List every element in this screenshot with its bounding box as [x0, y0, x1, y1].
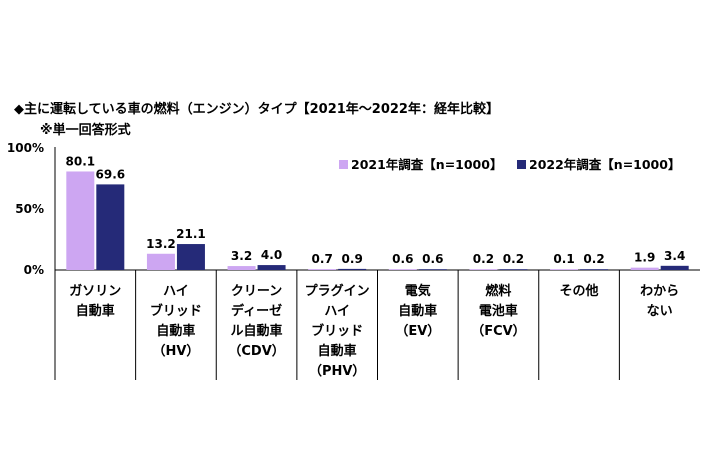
bar-s1-c1 [176, 244, 205, 270]
data-label-s1-c6: 0.2 [583, 252, 604, 266]
bar-s0-c2 [227, 266, 256, 270]
legend: 2021年調査【n=1000】 2022年調査【n=1000】 [339, 157, 680, 172]
data-label-s1-c2: 4.0 [261, 248, 282, 262]
data-labels-layer: 80.169.6 13.221.1 3.2 4.0 0.7 0.9 0.6 0.6 0.2 0.2… [66, 154, 686, 266]
bar-s1-c2 [257, 265, 286, 270]
data-label-s0-c5: 0.2 [473, 252, 494, 266]
bars-layer [66, 171, 689, 270]
data-label-s0-c4: 0.6 [392, 252, 413, 266]
bar-s1-c5 [499, 269, 528, 270]
bar-s1-c6 [580, 269, 609, 270]
data-label-s0-c1: 13.2 [146, 237, 176, 251]
bar-s1-c7 [660, 265, 689, 270]
category-label-5: 燃料電池車（FCV） [471, 283, 525, 339]
category-label-7: わからない [640, 284, 679, 319]
category-label-2: クリーンディーゼル自動車（CDV） [228, 284, 284, 359]
legend-swatch-2022 [517, 160, 526, 169]
bar-s1-c4 [418, 269, 447, 270]
y-tick-0: 0% [24, 263, 44, 277]
bar-s0-c7 [630, 267, 659, 270]
y-tick-100: 100% [7, 141, 44, 155]
legend-label-2022: 2022年調査【n=1000】 [529, 157, 680, 172]
chart-title: ◆主に運転している車の燃料（エンジン）タイプ【2021年～2022年：経年比較】 [14, 101, 499, 117]
bar-s0-c4 [388, 269, 417, 270]
chart-subtitle: ※単一回答形式 [40, 122, 131, 138]
category-label-0: ガソリン自動車 [69, 284, 121, 319]
bar-s0-c5 [469, 269, 498, 270]
category-label-4: 電気自動車（EV） [395, 283, 440, 339]
data-label-s0-c7: 1.9 [634, 251, 655, 265]
bar-s0-c3 [308, 269, 337, 270]
data-label-s0-c2: 3.2 [231, 249, 252, 263]
data-label-s1-c7: 3.4 [664, 249, 685, 263]
bar-s0-c1 [146, 253, 175, 270]
data-label-s0-c0: 80.1 [66, 154, 96, 168]
data-label-s1-c0: 69.6 [96, 167, 126, 181]
data-label-s1-c1: 21.1 [176, 227, 206, 241]
bar-s1-c0 [96, 184, 125, 270]
data-label-s1-c5: 0.2 [503, 252, 524, 266]
y-tick-50: 50% [15, 202, 44, 216]
data-label-s1-c4: 0.6 [422, 252, 443, 266]
category-label-6: その他 [560, 283, 599, 299]
legend-swatch-2021 [339, 160, 348, 169]
bar-s1-c3 [338, 268, 367, 270]
data-label-s1-c3: 0.9 [342, 252, 363, 266]
bar-s0-c0 [66, 171, 95, 270]
category-label-1: ハイブリッド自動車（HV） [150, 284, 202, 359]
data-label-s0-c6: 0.1 [553, 252, 574, 266]
legend-label-2021: 2021年調査【n=1000】 [351, 157, 502, 172]
category-label-3: プラグインハイブリッド自動車（PHV） [305, 283, 370, 379]
data-label-s0-c3: 0.7 [312, 252, 333, 266]
bar-s0-c6 [550, 269, 579, 270]
